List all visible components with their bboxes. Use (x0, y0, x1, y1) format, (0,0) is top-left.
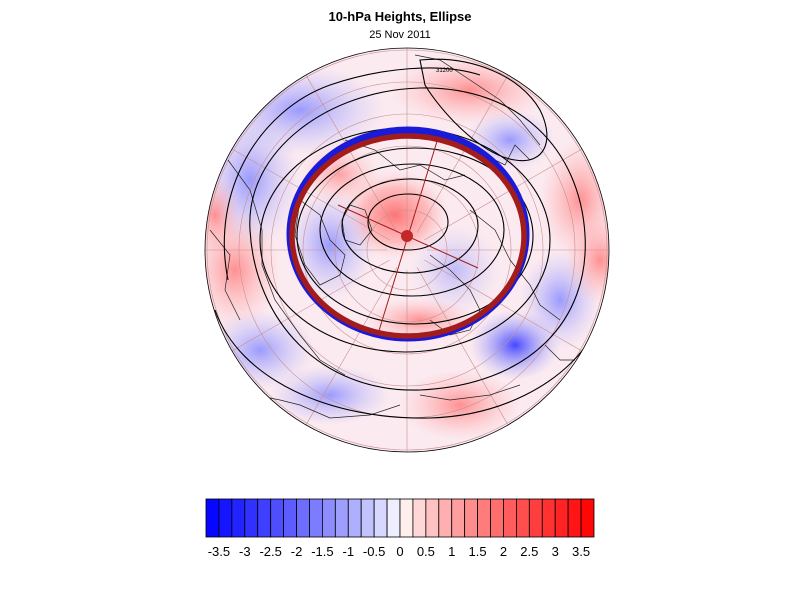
colorbar-swatch (490, 498, 504, 538)
colorbar-swatch (373, 498, 388, 538)
colorbar-swatch (321, 498, 336, 538)
colorbar-swatch (296, 498, 310, 538)
colorbar-swatch (412, 498, 427, 538)
longitude-line (424, 148, 583, 241)
colorbar-tick-labels: -3.5 -3 -2.5 -2 -1.5 -1 -0.5 0 0.5 1 1.5 2 2.5 3 3.5 (208, 544, 590, 559)
colorbar-tick-label: -3 (239, 544, 251, 559)
graticule (205, 48, 609, 452)
colorbar-swatch (503, 498, 517, 538)
colorbar-swatch (451, 498, 466, 538)
colorbar-tick-label: -3.5 (208, 544, 230, 559)
colorbar-tick-label: -2.5 (259, 544, 281, 559)
contour-label: 31200 (436, 68, 453, 74)
colorbar-swatch (257, 498, 272, 538)
map-date: 25 Nov 2011 (369, 29, 431, 41)
colorbar-swatch (386, 498, 401, 538)
vortex-center-marker (401, 230, 413, 242)
colorbar-swatch (477, 498, 491, 538)
colorbar-tick-label: 0.5 (417, 544, 435, 559)
colorbar-swatch (541, 498, 556, 538)
colorbar-tick-label: 2.5 (520, 544, 538, 559)
colorbar-swatch (554, 498, 569, 538)
map-title: 10-hPa Heights, Ellipse (328, 9, 472, 24)
colorbar-tick-label: 1 (448, 544, 455, 559)
longitude-line (424, 259, 583, 352)
colorbar-tick-label: -2 (291, 544, 303, 559)
colorbar-swatch (360, 498, 375, 538)
colorbar-swatch (516, 498, 530, 538)
colorbar-swatch (567, 498, 582, 538)
colorbar-tick-label: 3.5 (572, 544, 590, 559)
colorbar-swatch (244, 498, 259, 538)
colorbar-tick-label: -1.5 (311, 544, 333, 559)
colorbar-tick-label: 3 (552, 544, 559, 559)
colorbar-tick-label: -0.5 (363, 544, 385, 559)
longitude-line (231, 259, 390, 352)
colorbar-swatch (528, 498, 543, 538)
colorbar-swatch (205, 498, 220, 538)
colorbar-swatch (309, 498, 323, 538)
colorbar-swatch (399, 498, 414, 538)
colorbar-tick-label: -1 (342, 544, 354, 559)
colorbar-swatch (231, 498, 246, 538)
colorbar-swatch (283, 498, 297, 538)
colorbar-swatch (464, 498, 478, 538)
longitude-line (305, 74, 398, 233)
colorbar-swatches (205, 498, 595, 538)
colorbar-tick-label: 0 (396, 544, 403, 559)
colorbar-swatch (347, 498, 362, 538)
colorbar-swatch (438, 498, 453, 538)
vortex-ellipse (289, 133, 527, 339)
colorbar-swatch (218, 498, 233, 538)
longitude-line (416, 267, 509, 426)
longitude-line (416, 74, 509, 233)
colorbar-swatch (580, 498, 595, 538)
colorbar-tick-label: 2 (500, 544, 507, 559)
colorbar-swatch (334, 498, 349, 538)
longitude-line (305, 267, 398, 426)
colorbar-swatch (425, 498, 440, 538)
colorbar-tick-label: 1.5 (469, 544, 487, 559)
colorbar-swatch (270, 498, 284, 538)
height-contours (214, 58, 591, 419)
map-border (204, 47, 610, 453)
